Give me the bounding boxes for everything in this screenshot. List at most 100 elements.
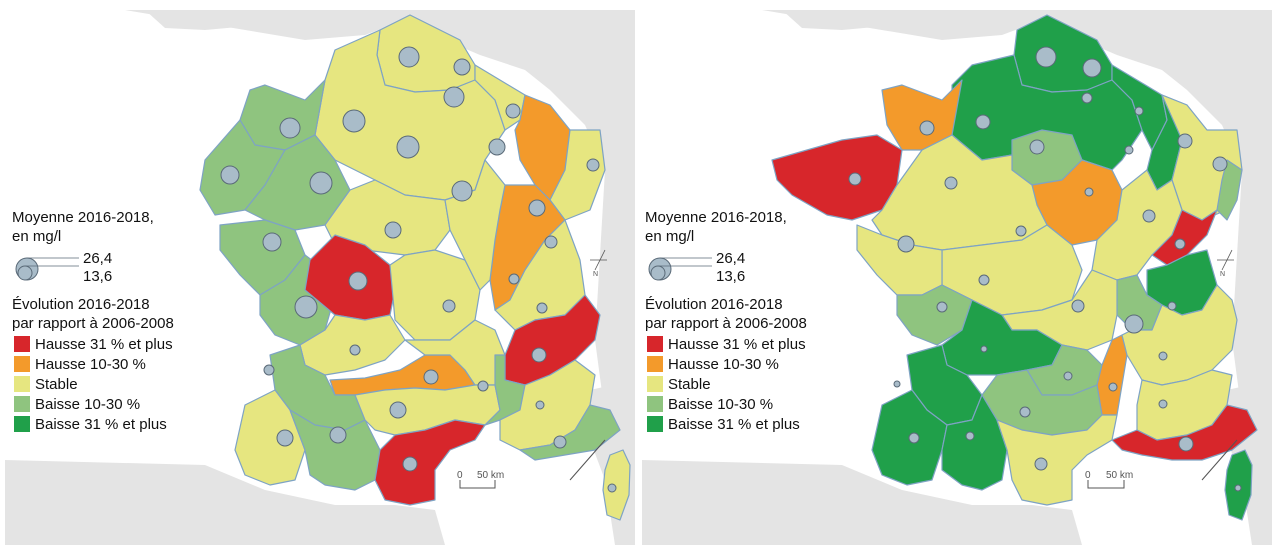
circle-marker <box>220 165 240 185</box>
legend-swatch <box>14 416 30 432</box>
circle-marker <box>536 302 548 314</box>
legend-color-title-1: Évolution 2016-2018 <box>645 296 783 313</box>
north-arrow <box>590 249 607 271</box>
legend-swatch <box>647 376 663 392</box>
circle-marker <box>1108 382 1118 392</box>
neighbor-land-north <box>762 10 1272 415</box>
circle-marker <box>1167 301 1177 311</box>
circle-marker <box>442 299 456 313</box>
circle-marker <box>535 400 545 410</box>
circle-marker <box>349 344 361 356</box>
circle-marker <box>965 431 975 441</box>
circle-marker <box>1034 457 1048 471</box>
region-landes <box>234 389 306 486</box>
map-right: N 0 50 km Moyenne 2016-2018, en mg/l 26,… <box>642 10 1272 545</box>
circle-marker <box>944 176 958 190</box>
scale-zero: 0 <box>457 470 463 481</box>
legend-class-label: Stable <box>668 376 711 393</box>
circle-marker <box>1124 145 1134 155</box>
legend-swatch <box>14 376 30 392</box>
legend-size-title-2: en mg/l <box>12 228 61 245</box>
legend-class-label: Baisse 10-30 % <box>668 396 773 413</box>
circle-marker <box>1081 92 1093 104</box>
legend-class-label: Hausse 10-30 % <box>35 356 146 373</box>
circle-marker <box>276 429 294 447</box>
legend-size-max: 26,4 <box>716 250 745 267</box>
north-label: N <box>1220 271 1225 278</box>
circle-marker <box>980 345 988 353</box>
north-arrow <box>1217 249 1234 271</box>
region-franche-comte <box>1151 209 1218 266</box>
legend-swatch <box>14 336 30 352</box>
circle-marker <box>451 180 473 202</box>
legend-size-min: 13,6 <box>716 268 745 285</box>
region-languedoc <box>374 419 486 506</box>
legend-swatch <box>647 356 663 372</box>
region-bas-rhin <box>549 129 606 221</box>
corsica-separator <box>569 439 606 481</box>
legend-size-title-2: en mg/l <box>645 228 694 245</box>
circle-marker <box>975 114 991 130</box>
legend-size-title-1: Moyenne 2016-2018, <box>645 209 787 226</box>
legend-class-label: Baisse 10-30 % <box>35 396 140 413</box>
circle-marker <box>607 483 617 493</box>
circle-marker <box>329 426 347 444</box>
legend-class-label: Hausse 31 % et plus <box>35 336 173 353</box>
legend-color-title-2: par rapport à 2006-2008 <box>645 315 807 332</box>
neighbor-land-north <box>125 10 635 415</box>
north-label: N <box>593 271 598 278</box>
legend-size-max: 26,4 <box>83 250 112 267</box>
circle-marker <box>893 380 901 388</box>
circle-marker <box>1124 314 1144 334</box>
legend: Moyenne 2016-2018, en mg/l 26,4 13,6 Évo… <box>645 209 807 433</box>
circle-marker <box>279 117 301 139</box>
legend-circle-min <box>650 265 666 281</box>
circle-marker <box>398 46 420 68</box>
circle-marker <box>443 86 465 108</box>
legend-color-title-2: par rapport à 2006-2008 <box>12 315 174 332</box>
circle-marker <box>1212 156 1228 172</box>
legend-size-min: 13,6 <box>83 268 112 285</box>
circle-marker <box>505 103 521 119</box>
neighbor-land-uk <box>782 10 912 30</box>
scale-bar <box>459 480 496 489</box>
neighbor-land-uk <box>145 10 275 30</box>
circle-marker <box>342 109 366 133</box>
circle-marker <box>1234 484 1242 492</box>
circle-marker <box>1158 399 1168 409</box>
circle-marker <box>978 274 990 286</box>
legend-swatch <box>14 396 30 412</box>
circle-marker <box>1071 299 1085 313</box>
legend: Moyenne 2016-2018, en mg/l 26,4 13,6 Évo… <box>12 209 174 433</box>
circle-marker <box>262 232 282 252</box>
circle-marker <box>1177 133 1193 149</box>
legend-class-label: Stable <box>35 376 78 393</box>
region-pays-loire <box>244 134 351 231</box>
circle-marker <box>1134 106 1144 116</box>
map-left: N 0 50 km Moyenne 2016-2018, en mg/l 26,… <box>5 10 635 545</box>
circle-marker <box>453 58 471 76</box>
legend-class-label: Hausse 31 % et plus <box>668 336 806 353</box>
corsica-separator <box>1201 439 1238 481</box>
circle-marker <box>1084 187 1094 197</box>
circle-marker <box>848 172 862 186</box>
circle-marker <box>1063 371 1073 381</box>
circle-marker <box>1174 238 1186 250</box>
scale-label: 50 km <box>477 470 504 481</box>
legend-circle-min <box>17 265 33 281</box>
circle-marker <box>477 380 489 392</box>
legend-swatch <box>647 396 663 412</box>
circle-marker <box>348 271 368 291</box>
legend-swatch <box>14 356 30 372</box>
legend-swatch <box>647 416 663 432</box>
legend-color-title-1: Évolution 2016-2018 <box>12 296 150 313</box>
circle-marker <box>263 364 275 376</box>
circle-marker <box>897 235 915 253</box>
circle-marker <box>919 120 935 136</box>
circle-marker <box>1158 351 1168 361</box>
region-bourgogne <box>444 159 506 291</box>
legend-size-title-1: Moyenne 2016-2018, <box>12 209 154 226</box>
circle-marker <box>1019 406 1031 418</box>
circle-marker <box>384 221 402 239</box>
